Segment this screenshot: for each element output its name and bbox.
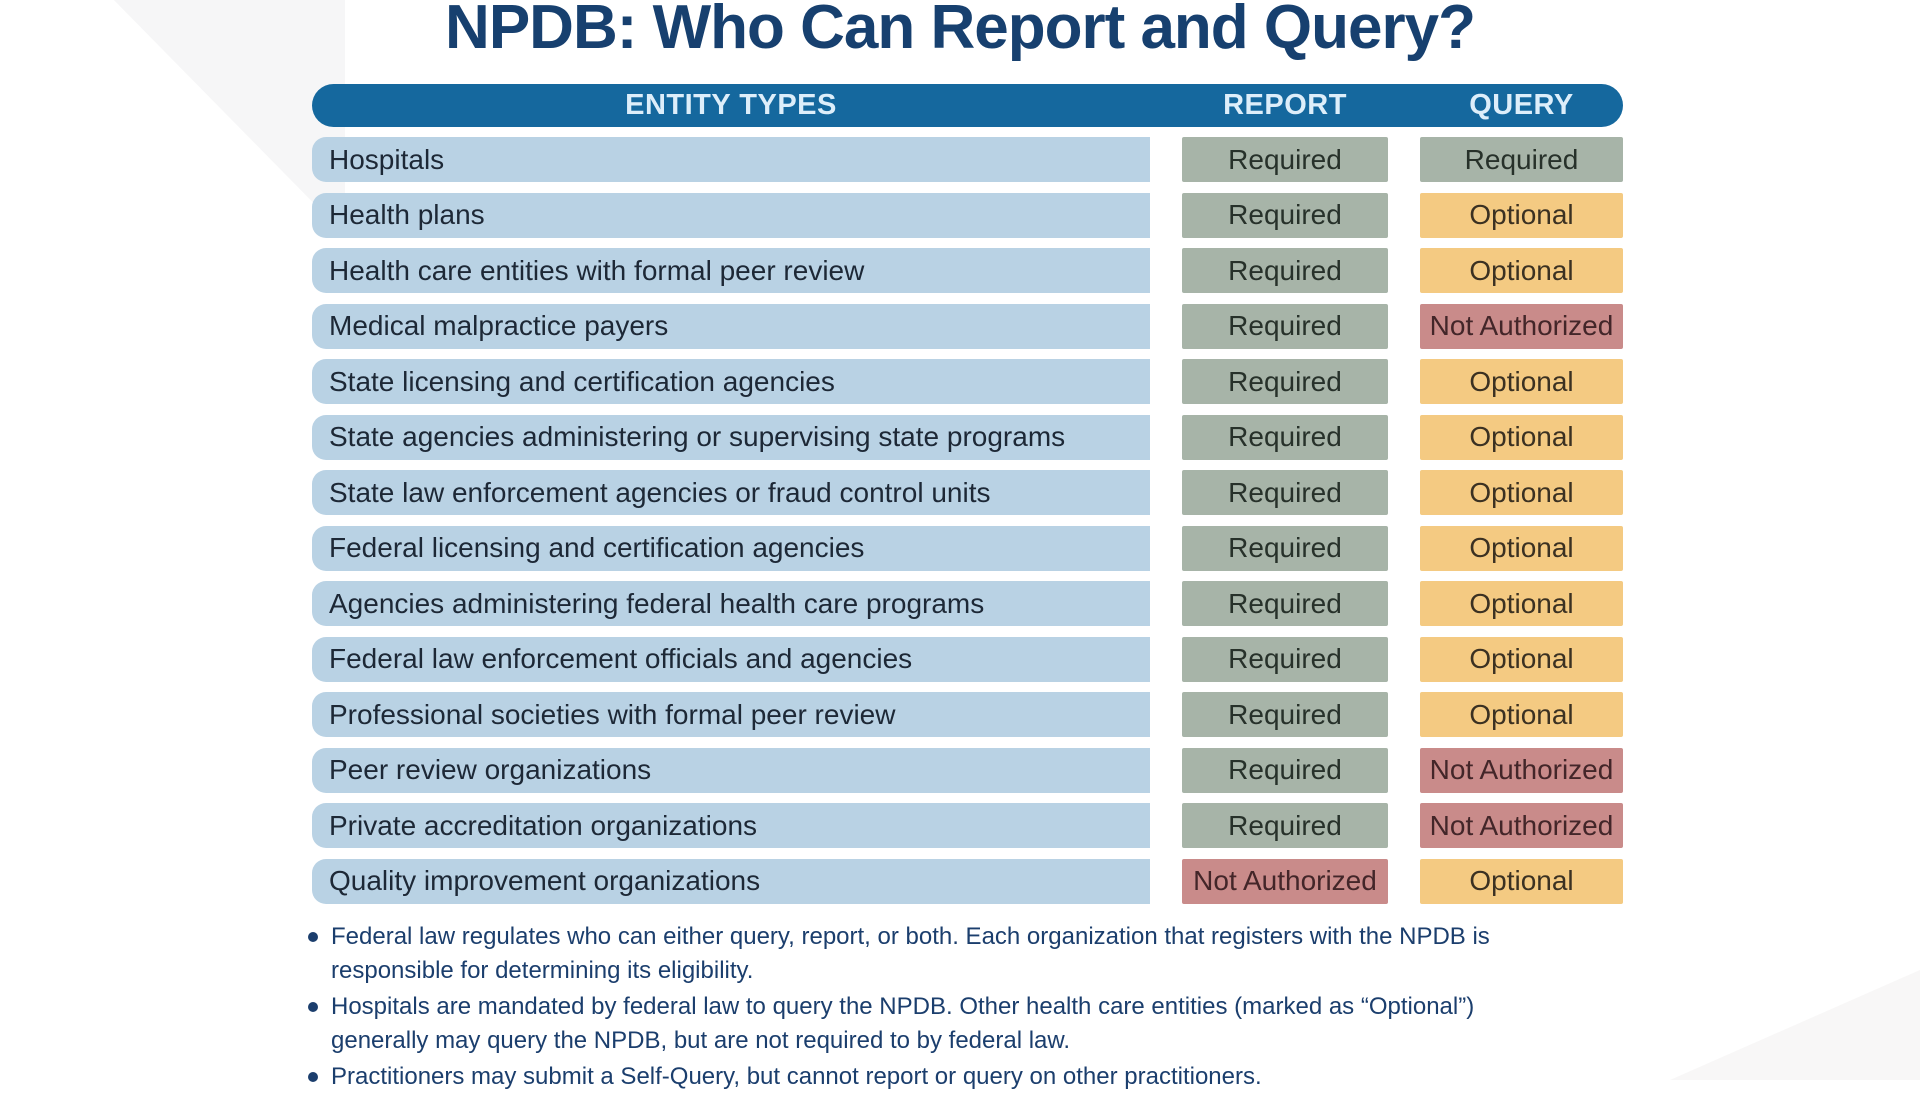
query-status-badge: Optional (1420, 692, 1623, 737)
table-row: Medical malpractice payers Required Not … (312, 303, 1623, 349)
query-status-badge: Optional (1420, 525, 1623, 571)
column-header-query: QUERY (1469, 89, 1574, 121)
query-status-badge: Not Authorized (1420, 303, 1623, 349)
table-row: Federal licensing and certification agen… (312, 525, 1623, 571)
entity-type-cell: State licensing and certification agenci… (312, 359, 1150, 404)
table-row: Agencies administering federal health ca… (312, 581, 1623, 626)
report-status-badge: Required (1182, 692, 1388, 737)
entity-type-cell: Agencies administering federal health ca… (312, 581, 1150, 626)
query-status-badge: Optional (1420, 581, 1623, 626)
entity-type-cell: Peer review organizations (312, 747, 1150, 793)
query-status-badge: Optional (1420, 359, 1623, 404)
report-status-badge: Required (1182, 636, 1388, 682)
entity-type-cell: Federal law enforcement officials and ag… (312, 636, 1150, 682)
entity-type-cell: State law enforcement agencies or fraud … (312, 470, 1150, 515)
entity-type-cell: Health plans (312, 192, 1150, 238)
footnotes: Federal law regulates who can either que… (308, 920, 1578, 1096)
report-status-badge: Required (1182, 803, 1388, 848)
footnote-item: Practitioners may submit a Self-Query, b… (308, 1060, 1578, 1094)
entity-type-cell: Medical malpractice payers (312, 303, 1150, 349)
report-query-table: ENTITY TYPES REPORT QUERY Hospitals Requ… (312, 84, 1623, 904)
table-row: Health plans Required Optional (312, 192, 1623, 238)
footnote-text: Practitioners may submit a Self-Query, b… (331, 1063, 1262, 1090)
report-status-badge: Required (1182, 414, 1388, 460)
table-row: State law enforcement agencies or fraud … (312, 470, 1623, 515)
entity-type-cell: Professional societies with formal peer … (312, 692, 1150, 737)
query-status-badge: Optional (1420, 248, 1623, 293)
report-status-badge: Required (1182, 525, 1388, 571)
query-status-badge: Not Authorized (1420, 747, 1623, 793)
footnote-item: Hospitals are mandated by federal law to… (308, 990, 1578, 1058)
page-title: NPDB: Who Can Report and Query? (445, 0, 1476, 62)
column-header-report: REPORT (1223, 89, 1347, 121)
corner-triangle-bottom-right (1670, 970, 1920, 1080)
entity-type-cell: Health care entities with formal peer re… (312, 248, 1150, 293)
report-status-badge: Required (1182, 303, 1388, 349)
bullet-icon (308, 1072, 318, 1082)
column-header-entity-types: ENTITY TYPES (625, 89, 837, 121)
table-row: Hospitals Required Required (312, 137, 1623, 182)
footnote-item: Federal law regulates who can either que… (308, 920, 1578, 988)
query-status-badge: Optional (1420, 414, 1623, 460)
query-status-badge: Optional (1420, 636, 1623, 682)
table-row: Health care entities with formal peer re… (312, 248, 1623, 293)
entity-type-cell: Private accreditation organizations (312, 803, 1150, 848)
entity-type-cell: Quality improvement organizations (312, 858, 1150, 904)
query-status-badge: Optional (1420, 858, 1623, 904)
table-row: Quality improvement organizations Not Au… (312, 858, 1623, 904)
table-body: Hospitals Required Required Health plans… (312, 137, 1623, 904)
entity-type-cell: State agencies administering or supervis… (312, 414, 1150, 460)
bullet-icon (308, 932, 318, 942)
query-status-badge: Not Authorized (1420, 803, 1623, 848)
footnote-text: Hospitals are mandated by federal law to… (331, 993, 1475, 1054)
entity-type-cell: Federal licensing and certification agen… (312, 525, 1150, 571)
query-status-badge: Optional (1420, 470, 1623, 515)
table-header-bar: ENTITY TYPES REPORT QUERY (312, 84, 1623, 127)
report-status-badge: Required (1182, 581, 1388, 626)
query-status-badge: Optional (1420, 192, 1623, 238)
table-row: Professional societies with formal peer … (312, 692, 1623, 737)
footnote-text: Federal law regulates who can either que… (331, 923, 1490, 984)
table-row: Peer review organizations Required Not A… (312, 747, 1623, 793)
entity-type-cell: Hospitals (312, 137, 1150, 182)
report-status-badge: Not Authorized (1182, 858, 1388, 904)
table-row: State agencies administering or supervis… (312, 414, 1623, 460)
report-status-badge: Required (1182, 747, 1388, 793)
report-status-badge: Required (1182, 470, 1388, 515)
table-row: State licensing and certification agenci… (312, 359, 1623, 404)
report-status-badge: Required (1182, 192, 1388, 238)
query-status-badge: Required (1420, 137, 1623, 182)
table-row: Private accreditation organizations Requ… (312, 803, 1623, 848)
report-status-badge: Required (1182, 359, 1388, 404)
report-status-badge: Required (1182, 137, 1388, 182)
report-status-badge: Required (1182, 248, 1388, 293)
bullet-icon (308, 1002, 318, 1012)
table-row: Federal law enforcement officials and ag… (312, 636, 1623, 682)
